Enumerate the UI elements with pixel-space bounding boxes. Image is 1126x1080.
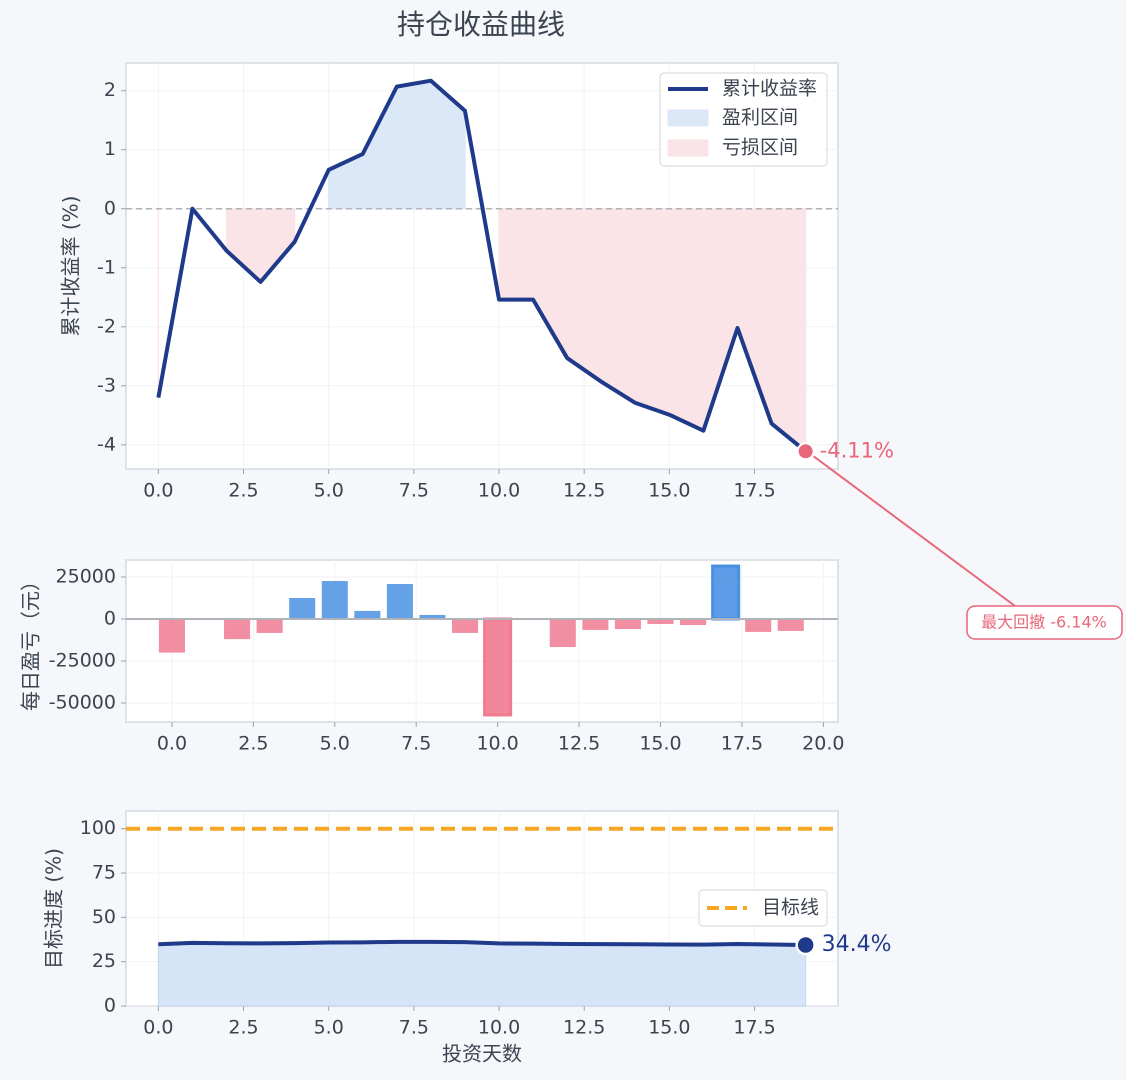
bar <box>582 618 609 630</box>
callout-arrow <box>813 455 1016 607</box>
x-tick-label: 10.0 <box>478 480 520 502</box>
area-fill <box>157 941 807 1007</box>
x-tick-label: 15.0 <box>648 480 690 502</box>
bar <box>711 564 741 621</box>
bar <box>158 618 185 653</box>
bar <box>224 618 251 640</box>
bar <box>614 618 641 630</box>
legend-label: 亏损区间 <box>722 137 798 159</box>
end-marker <box>795 934 816 956</box>
x-tick-label: 5.0 <box>314 480 344 502</box>
x-tick-label: 15.0 <box>639 733 681 755</box>
y-tick-label: 25000 <box>56 565 116 587</box>
y-tick-label: 1 <box>104 138 116 160</box>
y-tick-label: 100 <box>80 817 116 839</box>
y-tick-label: -50000 <box>49 692 116 714</box>
legend-label: 累计收益率 <box>722 78 817 100</box>
x-tick-label: 12.5 <box>563 480 605 502</box>
x-tick-label: 17.5 <box>733 1017 775 1039</box>
x-axis-label: 投资天数 <box>442 1042 522 1066</box>
bar <box>452 618 479 633</box>
bar <box>483 617 513 717</box>
bar <box>354 610 381 619</box>
line <box>158 939 806 948</box>
y-tick-label: -1 <box>97 256 116 278</box>
x-tick-label: 7.5 <box>399 1017 429 1039</box>
y-tick-label: 0 <box>104 197 116 219</box>
legend-box <box>698 889 828 927</box>
bar <box>386 584 413 619</box>
y-tick-label: 0 <box>104 995 116 1017</box>
legend-swatch <box>667 139 709 157</box>
bar <box>549 618 576 648</box>
x-tick-label: 0.0 <box>143 1017 173 1039</box>
x-tick-label: 2.5 <box>238 733 268 755</box>
y-tick-label: 0 <box>104 607 116 629</box>
line <box>156 78 807 453</box>
x-tick-label: 10.0 <box>478 1017 520 1039</box>
bar <box>777 618 804 631</box>
x-tick-label: 10.0 <box>476 733 518 755</box>
x-tick-label: 7.5 <box>399 480 429 502</box>
end-label: -4.11% <box>820 438 894 462</box>
legend-swatch <box>667 109 709 127</box>
y-tick-label: 75 <box>92 862 116 884</box>
callout-text: 最大回撤 -6.14% <box>981 613 1107 632</box>
y-tick-label: -25000 <box>49 649 116 671</box>
x-tick-label: 15.0 <box>648 1017 690 1039</box>
y-axis-label: 每日盈亏（元） <box>19 571 43 711</box>
end-marker <box>796 442 815 461</box>
x-tick-label: 17.5 <box>721 733 763 755</box>
x-tick-label: 17.5 <box>733 480 775 502</box>
x-tick-label: 0.0 <box>143 480 173 502</box>
x-tick-label: 12.5 <box>563 1017 605 1039</box>
x-tick-label: 20.0 <box>802 733 844 755</box>
bar <box>321 581 348 619</box>
y-tick-label: -4 <box>97 433 116 455</box>
bar <box>256 618 283 633</box>
y-tick-label: 50 <box>92 906 116 928</box>
legend-label: 目标线 <box>762 897 819 919</box>
y-tick-label: 2 <box>104 79 116 101</box>
legend-label: 盈利区间 <box>722 107 798 129</box>
figure-title: 持仓收益曲线 <box>397 8 565 41</box>
bar <box>680 618 707 626</box>
x-tick-label: 0.0 <box>157 733 187 755</box>
bar <box>745 618 772 632</box>
x-tick-label: 5.0 <box>314 1017 344 1039</box>
x-tick-label: 7.5 <box>401 733 431 755</box>
x-tick-label: 2.5 <box>228 1017 258 1039</box>
callout-box <box>966 605 1123 640</box>
y-tick-label: -2 <box>97 315 116 337</box>
bar <box>419 614 446 619</box>
y-axis-label: 目标进度 (%) <box>42 848 66 969</box>
bar <box>289 597 316 619</box>
x-tick-label: 12.5 <box>558 733 600 755</box>
x-tick-label: 2.5 <box>228 480 258 502</box>
bar <box>647 618 674 625</box>
x-tick-label: 5.0 <box>320 733 350 755</box>
y-tick-label: -3 <box>97 374 116 396</box>
y-axis-label: 累计收益率 (%) <box>59 196 83 337</box>
end-label: 34.4% <box>822 932 892 957</box>
y-tick-label: 25 <box>92 950 116 972</box>
